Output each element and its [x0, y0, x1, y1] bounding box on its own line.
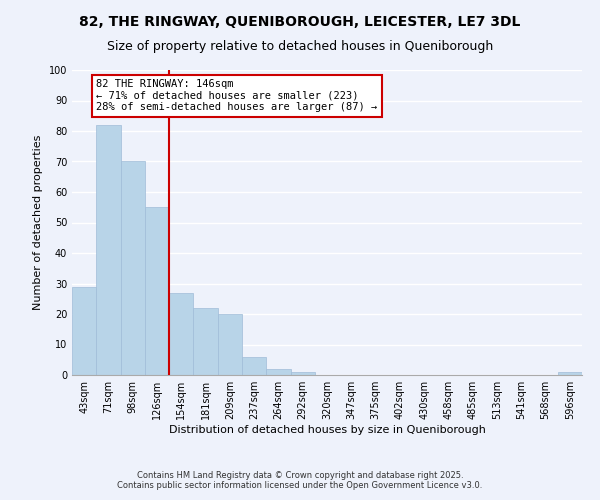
Bar [290, 372, 315, 375]
Bar [266, 369, 290, 375]
Text: 82, THE RINGWAY, QUENIBOROUGH, LEICESTER, LE7 3DL: 82, THE RINGWAY, QUENIBOROUGH, LEICESTER… [79, 15, 521, 29]
Y-axis label: Number of detached properties: Number of detached properties [33, 135, 43, 310]
Bar [96, 125, 121, 375]
Bar [72, 286, 96, 375]
Bar [558, 372, 582, 375]
Bar [121, 162, 145, 375]
Text: Size of property relative to detached houses in Queniborough: Size of property relative to detached ho… [107, 40, 493, 53]
Bar [169, 292, 193, 375]
Bar [145, 207, 169, 375]
Bar [218, 314, 242, 375]
Text: Contains HM Land Registry data © Crown copyright and database right 2025.
Contai: Contains HM Land Registry data © Crown c… [118, 470, 482, 490]
Text: 82 THE RINGWAY: 146sqm
← 71% of detached houses are smaller (223)
28% of semi-de: 82 THE RINGWAY: 146sqm ← 71% of detached… [96, 79, 377, 112]
Bar [242, 356, 266, 375]
Bar [193, 308, 218, 375]
X-axis label: Distribution of detached houses by size in Queniborough: Distribution of detached houses by size … [169, 425, 485, 435]
